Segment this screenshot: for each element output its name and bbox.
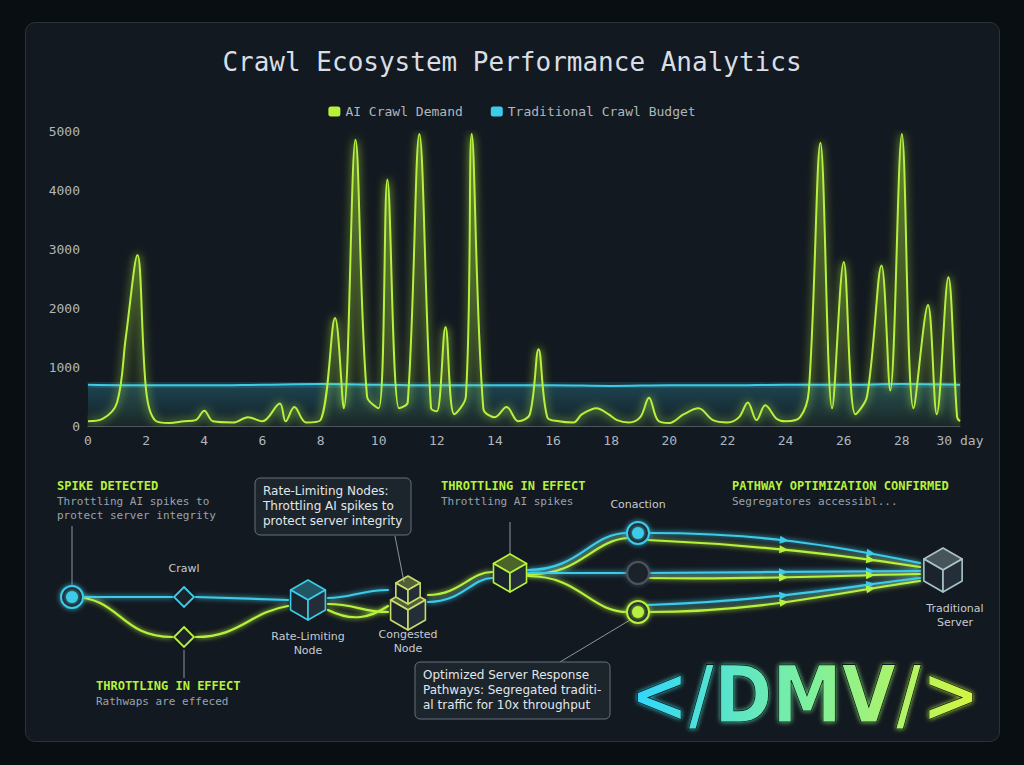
svg-text:8: 8 xyxy=(317,433,325,448)
svg-text:16: 16 xyxy=(545,433,561,448)
svg-text:2: 2 xyxy=(142,433,150,448)
svg-text:20: 20 xyxy=(662,433,678,448)
svg-text:Crawl Ecosystem Performance An: Crawl Ecosystem Performance Analytics xyxy=(222,47,801,77)
svg-text:Segregatores accessibl...: Segregatores accessibl... xyxy=(732,495,898,508)
svg-text:12: 12 xyxy=(429,433,445,448)
svg-text:Crawl: Crawl xyxy=(169,562,200,575)
svg-text:0: 0 xyxy=(72,419,80,434)
svg-text:0: 0 xyxy=(84,433,92,448)
svg-text:SPIKE DETECTED: SPIKE DETECTED xyxy=(57,479,158,493)
svg-text:Traditional Crawl Budget: Traditional Crawl Budget xyxy=(508,104,696,119)
svg-text:3000: 3000 xyxy=(49,242,80,257)
svg-text:Pathways: Segregated traditi-: Pathways: Segregated traditi- xyxy=(423,683,601,697)
svg-text:24: 24 xyxy=(778,433,794,448)
svg-text:22: 22 xyxy=(720,433,736,448)
svg-text:Throttling AI spikes: Throttling AI spikes xyxy=(441,495,573,508)
svg-text:2000: 2000 xyxy=(49,301,80,316)
svg-text:4000: 4000 xyxy=(49,183,80,198)
svg-text:al traffic for 10x throughput: al traffic for 10x throughput xyxy=(423,698,590,712)
svg-text:Rate-Limiting: Rate-Limiting xyxy=(271,630,344,643)
svg-text:Conaction: Conaction xyxy=(610,498,665,511)
svg-text:14: 14 xyxy=(487,433,503,448)
svg-text:THROTTLING IN EFFECT: THROTTLING IN EFFECT xyxy=(441,479,586,493)
svg-text:AI Crawl Demand: AI Crawl Demand xyxy=(345,104,462,119)
svg-text:10: 10 xyxy=(371,433,387,448)
svg-text:28: 28 xyxy=(894,433,910,448)
svg-text:Rathwaps are effeced: Rathwaps are effeced xyxy=(96,695,228,708)
svg-text:26: 26 xyxy=(836,433,852,448)
svg-text:Optimized Server Response: Optimized Server Response xyxy=(423,668,589,682)
svg-text:30 day: 30 day xyxy=(937,433,984,448)
svg-text:protect server integrity: protect server integrity xyxy=(57,509,216,522)
svg-text:Throttling AI spikes to: Throttling AI spikes to xyxy=(262,499,394,513)
svg-text:5000: 5000 xyxy=(49,124,80,139)
svg-text:THROTTLING IN EFFECT: THROTTLING IN EFFECT xyxy=(96,679,241,693)
svg-text:1000: 1000 xyxy=(49,360,80,375)
svg-text:Traditional: Traditional xyxy=(925,602,983,615)
svg-text:Congested: Congested xyxy=(379,628,438,641)
svg-text:</DMV/>: </DMV/> xyxy=(630,650,980,740)
svg-text:4: 4 xyxy=(200,433,208,448)
svg-text:6: 6 xyxy=(258,433,266,448)
svg-text:Server: Server xyxy=(937,616,974,629)
svg-text:Node: Node xyxy=(294,644,323,657)
svg-text:PATHWAY OPTIMIZATION CONFIRMED: PATHWAY OPTIMIZATION CONFIRMED xyxy=(732,479,949,493)
svg-text:Rate-Limiting Nodes:: Rate-Limiting Nodes: xyxy=(263,484,389,498)
svg-text:protect server integrity: protect server integrity xyxy=(263,514,402,528)
svg-text:Throttling AI spikes to: Throttling AI spikes to xyxy=(57,495,209,508)
svg-text:Node: Node xyxy=(394,642,423,655)
svg-text:18: 18 xyxy=(603,433,619,448)
